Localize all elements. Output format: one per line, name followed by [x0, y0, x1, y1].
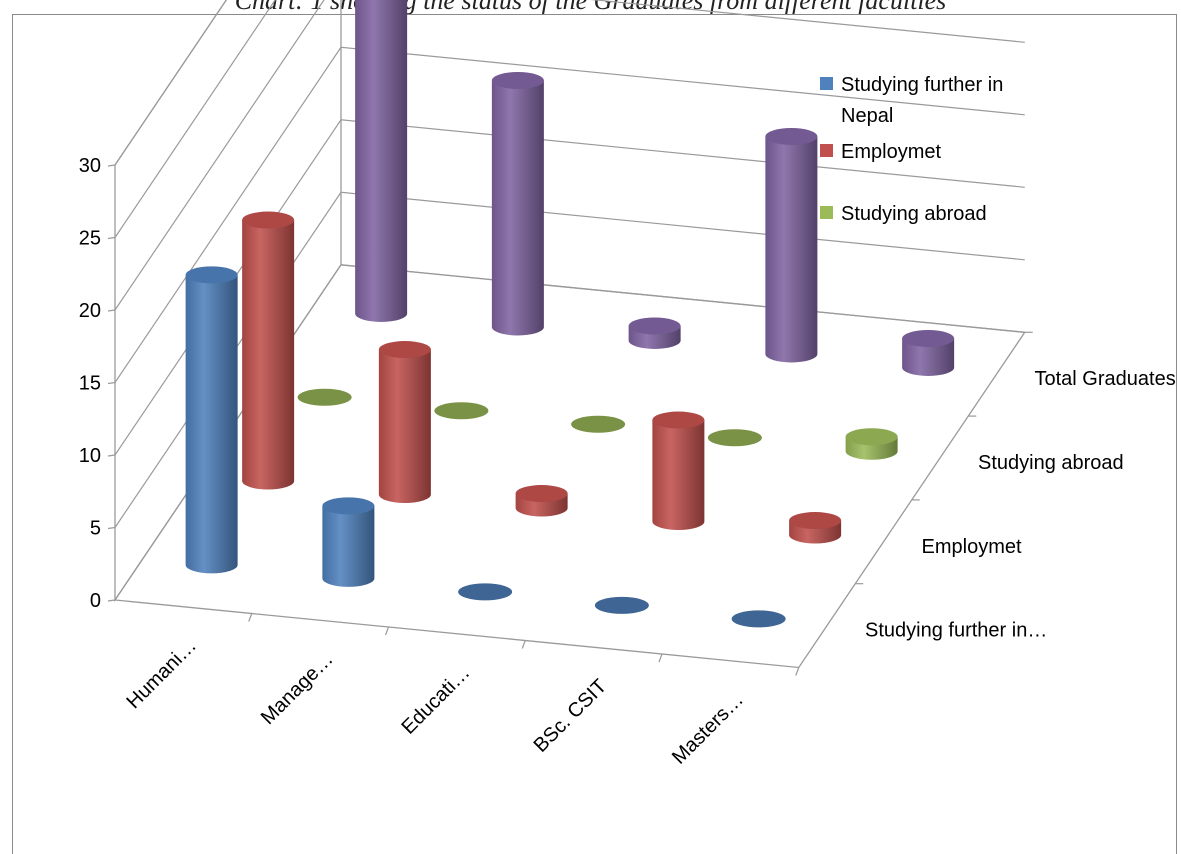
bar-employmet-1 — [378, 341, 431, 504]
chart-frame — [12, 14, 1177, 854]
bars — [185, 0, 955, 628]
legend: Studying further in Nepal Employmet Studyin… — [820, 74, 1003, 225]
bar-total-graduates-0 — [355, 0, 408, 322]
gridline-25 — [114, 0, 276, 238]
gridline-30 — [114, 0, 227, 166]
category-label: Manage… — [257, 648, 338, 729]
bar-total-graduates-2 — [628, 317, 681, 349]
y-tick-label: 20 — [79, 300, 101, 322]
figure-caption: Chart: 1 showing the status of the Gradu… — [234, 0, 947, 15]
y-tick-label: 30 — [79, 155, 101, 177]
legend-swatch — [820, 206, 833, 219]
legend-label: Studying further in Nepal — [841, 74, 1003, 127]
bar-studying-abroad-0 — [297, 388, 352, 406]
bar-studying-further-in-nepal-0 — [185, 266, 238, 574]
category-label: Educati… — [398, 662, 475, 739]
legend-label: Studying abroad — [841, 203, 987, 225]
legend-swatch — [820, 77, 833, 90]
bar-employmet-4 — [789, 512, 842, 544]
series-axis-label: Studying abroad — [978, 452, 1124, 474]
category-label: Humani… — [122, 635, 200, 713]
bar-studying-abroad-4 — [845, 428, 898, 460]
bar-total-graduates-4 — [902, 329, 955, 376]
bar-studying-abroad-1 — [434, 402, 489, 420]
back-floor-edge — [340, 264, 1025, 333]
y-tick-label: 25 — [79, 228, 101, 250]
legend-swatch — [820, 144, 833, 157]
y-tick-label: 0 — [90, 590, 101, 612]
series-axis-label: Studying further in… — [865, 620, 1047, 642]
bar-studying-further-in-nepal-1 — [322, 497, 375, 587]
bar-studying-further-in-nepal-4 — [731, 610, 786, 628]
bar-employmet-3 — [652, 411, 705, 531]
category-label: BSc. CSIT — [530, 675, 612, 757]
bar-studying-further-in-nepal-3 — [594, 596, 649, 614]
y-tick-label: 5 — [90, 518, 101, 540]
series-axis-label: Employmet — [922, 536, 1022, 558]
category-label: Masters… — [668, 689, 748, 769]
bar-employmet-0 — [242, 211, 295, 490]
y-tick-label: 15 — [79, 373, 101, 395]
series-axis-label: Total Graduates — [1035, 368, 1176, 390]
y-tick-label: 10 — [79, 445, 101, 467]
bar-studying-abroad-2 — [571, 415, 626, 433]
bar-studying-further-in-nepal-2 — [458, 583, 513, 601]
bar-employmet-2 — [515, 485, 568, 517]
bar-studying-abroad-3 — [707, 429, 762, 447]
legend-label: Employmet — [841, 141, 941, 163]
bar-total-graduates-1 — [491, 71, 544, 336]
gridline-20 — [114, 0, 1025, 311]
bar-total-graduates-3 — [765, 127, 818, 363]
